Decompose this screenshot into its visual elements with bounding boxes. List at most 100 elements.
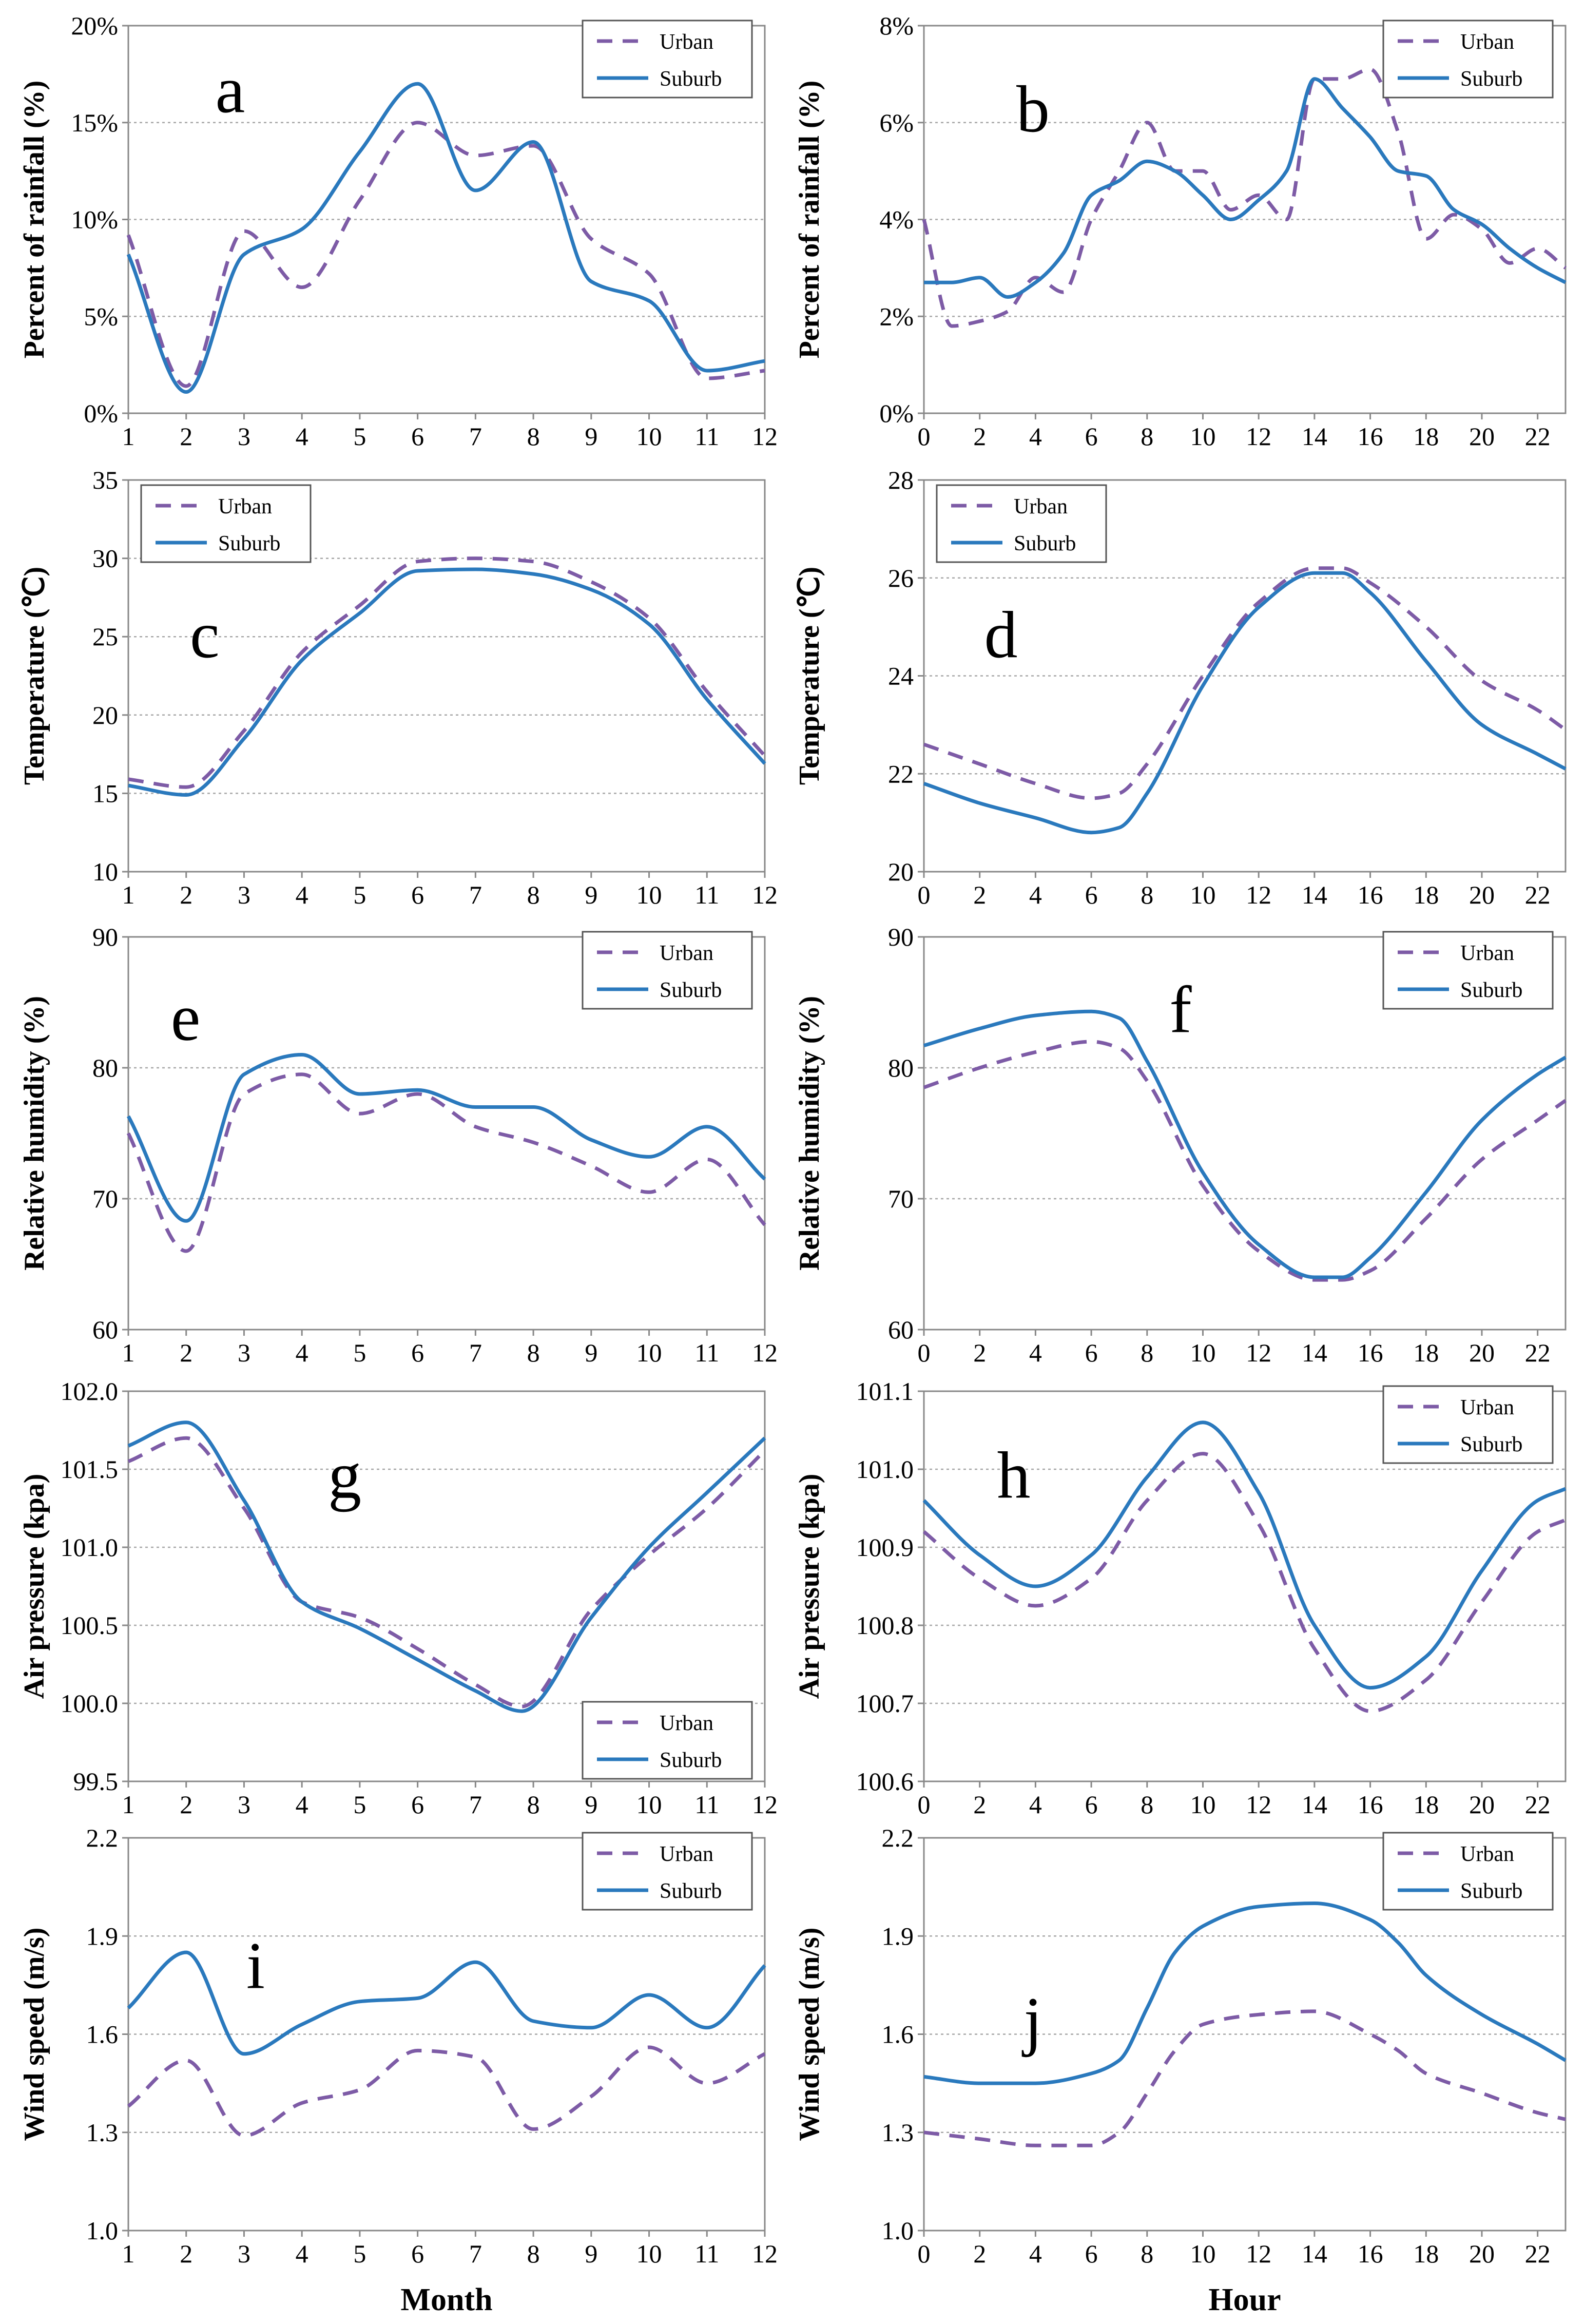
panel-i-ytick-label: 1.9 bbox=[86, 1922, 119, 1950]
panel-f: 60 70 80 90 0 2 4 6 8 10 12 14 16 18 20 22 Relative humi… bbox=[794, 923, 1567, 1367]
panel-e-ytick-label: 70 bbox=[92, 1184, 118, 1213]
panel-e-legend-box bbox=[582, 931, 753, 1010]
panel-g-legend-label-suburb: Suburb bbox=[660, 1749, 722, 1772]
panel-a-ytick-label: 5% bbox=[84, 302, 118, 331]
panel-i-legend-label-suburb: Suburb bbox=[660, 1879, 722, 1903]
panel-d-series-urban-line bbox=[923, 566, 1567, 800]
panel-f-xtick-label: 10 bbox=[1190, 1338, 1215, 1367]
panel-h-xtick-label: 10 bbox=[1190, 1790, 1215, 1819]
panel-e-xtick-label: 7 bbox=[469, 1338, 482, 1367]
panel-d-xtick-label: 0 bbox=[918, 880, 931, 909]
panel-f-xtick-label: 16 bbox=[1358, 1338, 1383, 1367]
panel-g-label: g bbox=[328, 1438, 361, 1512]
panel-b-series-urban-line bbox=[922, 67, 1567, 328]
panel-a-label: a bbox=[216, 53, 245, 127]
panel-a-xtick-label: 2 bbox=[180, 422, 192, 451]
panel-g-legend-box bbox=[582, 1701, 753, 1780]
panel-j-xtick-label: 18 bbox=[1413, 2239, 1439, 2268]
panel-d-series-suburb-line bbox=[923, 571, 1567, 835]
panel-d-ytick-label: 22 bbox=[888, 759, 914, 788]
panel-i-legend-box bbox=[582, 1832, 753, 1911]
panel-g-ytick-label: 101.5 bbox=[61, 1455, 119, 1484]
panel-g-ytick-label: 100.5 bbox=[61, 1611, 119, 1640]
panel-b-xtick-label: 8 bbox=[1141, 422, 1153, 451]
panel-a-series-suburb-line bbox=[126, 82, 765, 394]
panel-e-xtick-label: 1 bbox=[122, 1338, 135, 1367]
panel-i-xtick-label: 3 bbox=[238, 2239, 250, 2268]
panel-h-ytick-label: 101.1 bbox=[856, 1377, 914, 1406]
panel-e-xtick-label: 8 bbox=[527, 1338, 540, 1367]
panel-b-xtick-label: 14 bbox=[1302, 422, 1327, 451]
panel-j-xtick-label: 10 bbox=[1190, 2239, 1215, 2268]
panel-h-xtick-label: 18 bbox=[1413, 1790, 1439, 1819]
panel-g-xtick-label: 1 bbox=[122, 1790, 135, 1819]
panel-b-xtick-label: 20 bbox=[1469, 422, 1495, 451]
panel-d-xtick-label: 2 bbox=[973, 880, 986, 909]
panel-j-ytick-label: 2.2 bbox=[882, 1823, 914, 1852]
panel-i-legend: Urban Suburb bbox=[582, 1832, 753, 1911]
panel-f-xtick-label: 6 bbox=[1085, 1338, 1098, 1367]
panel-h-xtick-label: 0 bbox=[918, 1790, 931, 1819]
panel-j-legend-box bbox=[1382, 1832, 1554, 1911]
panel-c-xtick-label: 9 bbox=[585, 880, 597, 909]
panel-d-xtick-label: 10 bbox=[1190, 880, 1215, 909]
panel-e-xtick-label: 3 bbox=[238, 1338, 250, 1367]
panel-c-xtick-label: 3 bbox=[238, 880, 250, 909]
panel-f-series-suburb-line bbox=[923, 1009, 1567, 1279]
panel-a-xtick-label: 5 bbox=[353, 422, 366, 451]
panel-j-ytick-label: 1.9 bbox=[882, 1922, 914, 1950]
panel-j-xtick-label: 4 bbox=[1029, 2239, 1042, 2268]
panel-b-legend-label-suburb: Suburb bbox=[1460, 67, 1522, 91]
panel-a-ytick-label: 10% bbox=[71, 205, 118, 234]
panel-g-xtick-label: 10 bbox=[636, 1790, 662, 1819]
panel-j: 1.0 1.3 1.6 1.9 2.2 0 2 4 6 8 10 12 14 16 18 20 22 Wind s… bbox=[794, 1823, 1567, 2268]
panel-j-ytick-label: 1.6 bbox=[882, 2020, 914, 2049]
panel-b-xtick-label: 2 bbox=[973, 422, 986, 451]
panel-f-ytick-label: 80 bbox=[888, 1053, 914, 1082]
panel-h-ytick-label: 100.8 bbox=[856, 1611, 914, 1640]
panel-a-xtick-label: 10 bbox=[636, 422, 662, 451]
panel-e-label: e bbox=[171, 981, 201, 1055]
panel-i-ytick-label: 1.0 bbox=[86, 2216, 119, 2245]
panel-g-ytick-label: 100.0 bbox=[61, 1689, 119, 1718]
panel-g-legend: Urban Suburb bbox=[582, 1701, 753, 1780]
panel-d-ytick-label: 20 bbox=[888, 857, 914, 886]
panel-j-label: j bbox=[1021, 1984, 1042, 2058]
panel-a-legend-label-urban: Urban bbox=[660, 30, 713, 54]
panel-b-ylabel: Percent of rainfall (%) bbox=[794, 81, 825, 359]
panel-e-xtick-label: 4 bbox=[296, 1338, 308, 1367]
panel-j-xtick-label: 2 bbox=[973, 2239, 986, 2268]
panel-i-xtick-label: 5 bbox=[353, 2239, 366, 2268]
panel-a-xtick-label: 4 bbox=[296, 422, 308, 451]
panel-d-xtick-label: 4 bbox=[1029, 880, 1042, 909]
x-title-hour: Hour bbox=[1208, 2282, 1281, 2317]
panel-d-ytick-label: 26 bbox=[888, 564, 914, 592]
panel-i-label: i bbox=[246, 1929, 265, 2003]
panel-d-xtick-label: 6 bbox=[1085, 880, 1098, 909]
panel-i-xtick-label: 11 bbox=[694, 2239, 719, 2268]
panel-h-xtick-label: 4 bbox=[1029, 1790, 1042, 1819]
panel-e-ylabel: Relative humidity (%) bbox=[18, 996, 50, 1271]
panel-g-xtick-label: 8 bbox=[527, 1790, 540, 1819]
panel-h-ytick-label: 100.9 bbox=[856, 1533, 914, 1562]
panel-f-xtick-label: 12 bbox=[1246, 1338, 1271, 1367]
panel-e-legend-label-suburb: Suburb bbox=[660, 978, 722, 1002]
panel-g-ytick-label: 101.0 bbox=[61, 1533, 119, 1562]
panel-e-xtick-label: 9 bbox=[585, 1338, 597, 1367]
panel-f-ytick-label: 60 bbox=[888, 1315, 914, 1344]
panel-g-xtick-label: 6 bbox=[411, 1790, 424, 1819]
panel-h-legend: Urban Suburb bbox=[1382, 1385, 1554, 1464]
panel-j-xtick-label: 14 bbox=[1302, 2239, 1327, 2268]
panel-h-xtick-label: 8 bbox=[1141, 1790, 1153, 1819]
panel-c-series-suburb-line bbox=[128, 567, 766, 797]
panel-e-xtick-label: 12 bbox=[752, 1338, 778, 1367]
panel-d-label: d bbox=[984, 598, 1018, 672]
panel-f-xtick-label: 22 bbox=[1525, 1338, 1551, 1367]
panel-h-series-urban-line bbox=[922, 1452, 1567, 1713]
panel-j-legend-label-urban: Urban bbox=[1460, 1842, 1514, 1866]
panel-e-ytick-label: 60 bbox=[92, 1315, 118, 1344]
